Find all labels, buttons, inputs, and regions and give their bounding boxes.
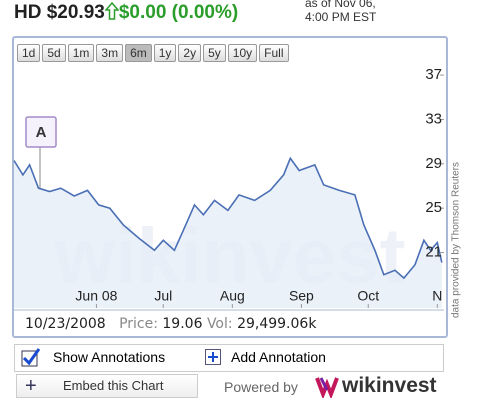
powered-by: Powered by [224,379,298,395]
header: HD $20.93 $0.00 (0.00%) [14,1,239,24]
x-tick-label: Oct [357,288,379,304]
up-arrow [104,1,120,20]
price-value: 19.06 [162,316,203,332]
checkbox[interactable] [21,348,41,368]
vol-value: 29,499.06k [237,316,317,332]
price-label: Price: [119,316,158,332]
symbol: HD [14,2,42,23]
x-tick-label: Aug [220,288,245,304]
x-tick-label: N [432,288,442,304]
y-tick-label: 37 [425,66,442,83]
plus-icon: + [25,375,37,397]
credit: data provided by Thomson Reuters [451,162,462,318]
add-icon[interactable] [205,349,222,366]
y-tick-label: 21 [425,244,442,261]
change: $0.00 (0.00%) [118,2,239,23]
x-tick-label: Jul [154,288,172,304]
chart: wikinvest2125293337Jun 08JulAugSepOctNAd… [13,66,462,318]
range-buttons: 1d 5d 1m 3m 6m 1y 2y 5y 10y Full [17,44,289,62]
range-button[interactable]: 1y [153,44,177,62]
vol-label: Vol: [206,316,233,332]
as-of-line: 4:00 PM EST [305,10,377,24]
as-of: as of Nov 06, 4:00 PM EST [305,0,376,24]
range-button[interactable]: Full [259,44,289,62]
range-button[interactable]: 1d [17,44,41,62]
range-button[interactable]: 3m [96,44,124,62]
brand: wikinvest [342,374,437,397]
range-button[interactable]: 10y [227,44,258,62]
range-button[interactable]: 5y [203,44,226,62]
show-annotations[interactable]: Show Annotations [53,349,166,365]
controls: Show Annotations Add Annotation [14,344,444,372]
x-tick-label: Jun 08 [75,288,117,304]
embed-label: Embed this Chart [63,378,164,393]
annotation-box [25,116,57,148]
annotation-label: A [36,124,47,141]
price: $20.93 [46,2,105,23]
embed-button[interactable]: + Embed this Chart [16,374,198,398]
as-of-line: as of Nov 06, [305,0,376,10]
range-button[interactable]: 5d [42,44,66,62]
range-button[interactable]: 2y [178,44,202,62]
y-tick-label: 33 [425,110,442,127]
y-tick-label: 25 [425,199,442,216]
add-annotation[interactable]: Add Annotation [231,349,326,365]
y-tick-label: 29 [425,155,442,172]
x-tick-label: Sep [289,288,314,304]
area [14,158,442,308]
line [13,156,443,280]
range-button[interactable]: 1m [67,44,95,62]
info-bar: 10/23/2008 Price: 19.06 Vol: 29,499.06k [25,316,316,332]
chart-frame [12,36,448,338]
range-button[interactable]: 6m [125,44,152,62]
logo-icon [315,377,339,398]
date: 10/23/2008 [25,316,106,332]
